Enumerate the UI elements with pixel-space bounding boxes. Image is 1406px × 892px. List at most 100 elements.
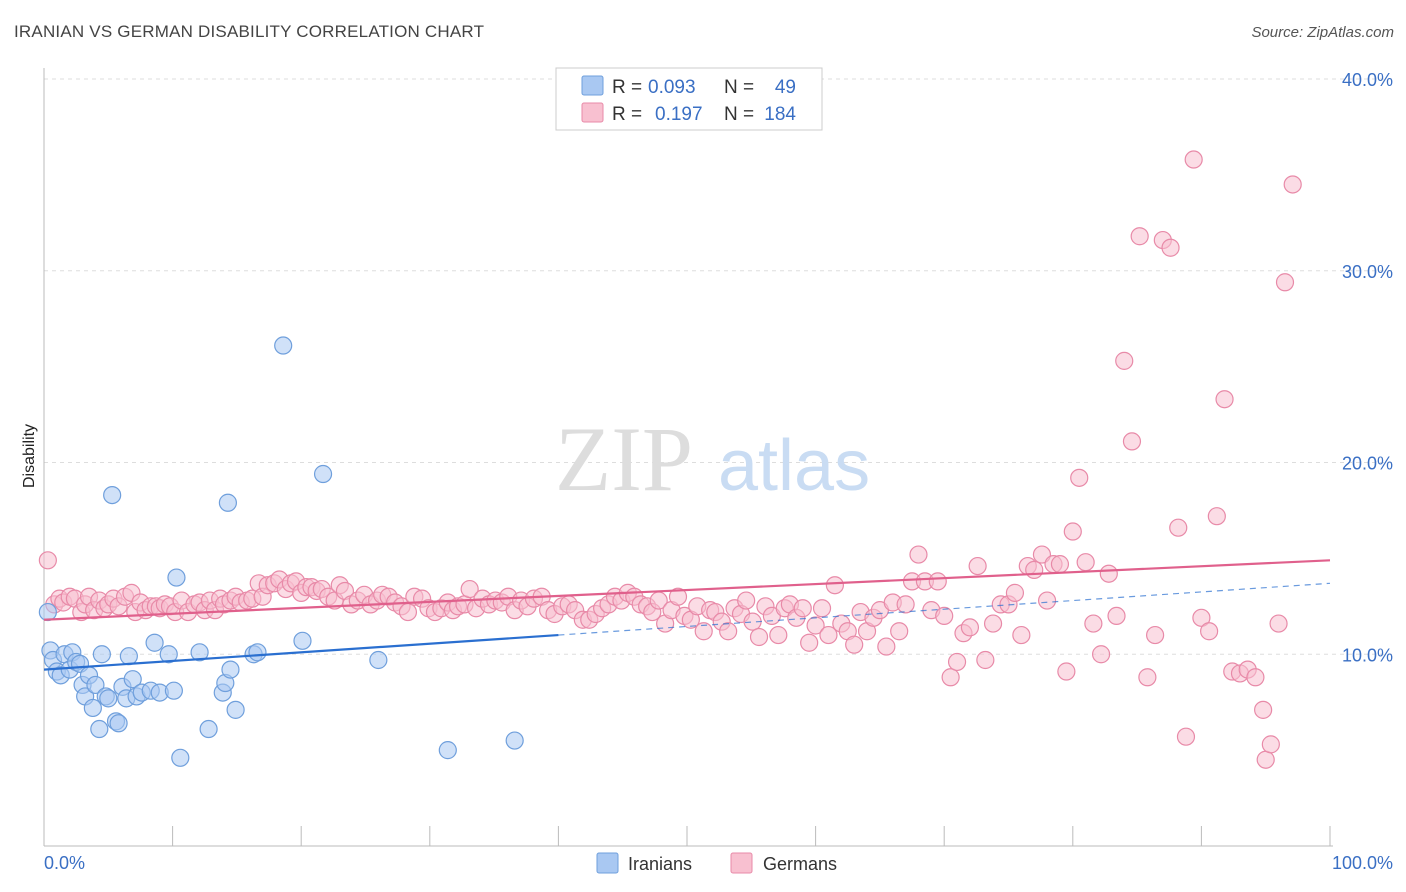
- iranians-point: [313, 464, 333, 484]
- iranians-point: [218, 493, 237, 512]
- legend-bottom-label-iranians: Iranians: [628, 854, 692, 874]
- germans-point: [890, 622, 909, 641]
- germans-point: [941, 668, 960, 687]
- trend-lines: [43, 559, 1331, 671]
- germans-point: [1246, 668, 1265, 687]
- germans-point: [694, 622, 713, 641]
- legend-n-label-germans: N =: [724, 104, 754, 125]
- y-tick-label: 40.0%: [1342, 70, 1393, 90]
- y-tick-label: 10.0%: [1342, 645, 1393, 665]
- chart-title: IRANIAN VS GERMAN DISABILITY CORRELATION…: [14, 22, 485, 41]
- iranians-point: [109, 714, 128, 733]
- germans-point: [806, 616, 825, 635]
- source-note: Source: ZipAtlas.com: [1251, 24, 1394, 41]
- germans-point: [1146, 625, 1165, 645]
- germans-point: [1050, 555, 1070, 574]
- iranians-point: [226, 700, 245, 719]
- germans-point: [947, 652, 967, 672]
- iranians-point: [119, 647, 138, 666]
- germans-point: [1005, 583, 1025, 602]
- germans-point: [976, 650, 995, 670]
- legend-bottom-swatch-germans: [730, 852, 753, 874]
- germans-point: [1115, 351, 1134, 370]
- germans-point: [968, 556, 987, 576]
- legend-bottom-label-germans: Germans: [763, 854, 837, 874]
- iranians-point: [83, 698, 102, 718]
- iranians-point: [145, 633, 164, 652]
- x-tick-label-min: 0.0%: [44, 853, 85, 873]
- germans-point: [1161, 238, 1180, 257]
- legend-n-label-iranians: N =: [724, 77, 754, 98]
- germans-point: [737, 591, 756, 610]
- iranians-point: [505, 731, 524, 750]
- iranians-point: [86, 675, 105, 695]
- iranians-point: [103, 485, 122, 505]
- germans-point: [668, 587, 688, 606]
- germans-point: [769, 625, 788, 645]
- germans-point: [825, 576, 844, 595]
- germans-point: [1169, 518, 1188, 537]
- watermark-zip: ZIP: [555, 408, 693, 510]
- germans-point: [1176, 727, 1196, 746]
- germans-point: [1076, 553, 1095, 572]
- germans-point: [1269, 614, 1288, 633]
- germans-point: [749, 627, 769, 647]
- germans-point: [896, 595, 915, 614]
- germans-point: [1254, 700, 1273, 719]
- germans-point: [1192, 608, 1211, 627]
- series-iranians-points: [38, 336, 524, 767]
- germans-point: [1122, 432, 1142, 451]
- germans-point: [909, 545, 928, 564]
- iranians-point: [164, 681, 183, 700]
- germans-point: [845, 635, 864, 654]
- germans-trend-line: [43, 559, 1331, 621]
- germans-point: [983, 614, 1003, 633]
- iranians-point: [123, 670, 142, 689]
- germans-point: [812, 599, 832, 618]
- legend-top: R = 0.093 N = 49 R = 0.197 N = 184: [555, 67, 823, 131]
- germans-point: [1200, 622, 1219, 641]
- germans-point: [1063, 522, 1082, 541]
- iranians-point: [274, 336, 293, 355]
- iranians-point: [38, 602, 57, 622]
- legend-n-value-iranians: 49: [775, 77, 796, 98]
- iranians-point: [167, 568, 186, 587]
- legend-r-value-iranians: 0.093: [648, 77, 696, 98]
- germans-point: [1207, 507, 1226, 526]
- legend-bottom-swatch-iranians: [596, 852, 619, 874]
- germans-point: [928, 572, 947, 591]
- germans-point: [1184, 150, 1203, 169]
- y-tick-label: 20.0%: [1342, 454, 1393, 474]
- iranians-point: [221, 660, 240, 679]
- germans-point: [1138, 668, 1157, 687]
- germans-point: [38, 551, 57, 570]
- germans-point: [719, 622, 738, 641]
- y-tick-label: 30.0%: [1342, 262, 1393, 282]
- germans-point: [1037, 591, 1057, 610]
- germans-point: [819, 625, 838, 645]
- iranians-point: [199, 719, 218, 739]
- x-ticks: [172, 826, 1331, 846]
- iranians-point: [171, 748, 190, 767]
- legend-r-label-iranians: R =: [612, 77, 642, 98]
- germans-point: [398, 602, 418, 622]
- legend-swatch-germans: [581, 102, 604, 123]
- iranians-point: [438, 741, 457, 760]
- iranians-trend-extension: [558, 582, 1331, 636]
- germans-point: [1099, 564, 1118, 583]
- germans-point: [793, 599, 812, 618]
- iranians-point: [92, 645, 111, 664]
- iranians-point: [248, 643, 267, 662]
- x-tick-label-max: 100.0%: [1332, 853, 1393, 873]
- germans-point: [1130, 227, 1149, 246]
- iranians-point: [369, 650, 388, 670]
- legend-bottom: Iranians Germans: [596, 852, 837, 874]
- legend-n-value-germans: 184: [764, 104, 796, 125]
- watermark: ZIP atlas: [555, 408, 870, 510]
- germans-point: [1084, 614, 1103, 633]
- germans-point: [1283, 175, 1302, 194]
- germans-point: [1057, 662, 1076, 681]
- iranians-trend-line: [43, 633, 559, 671]
- iranians-point: [293, 631, 312, 650]
